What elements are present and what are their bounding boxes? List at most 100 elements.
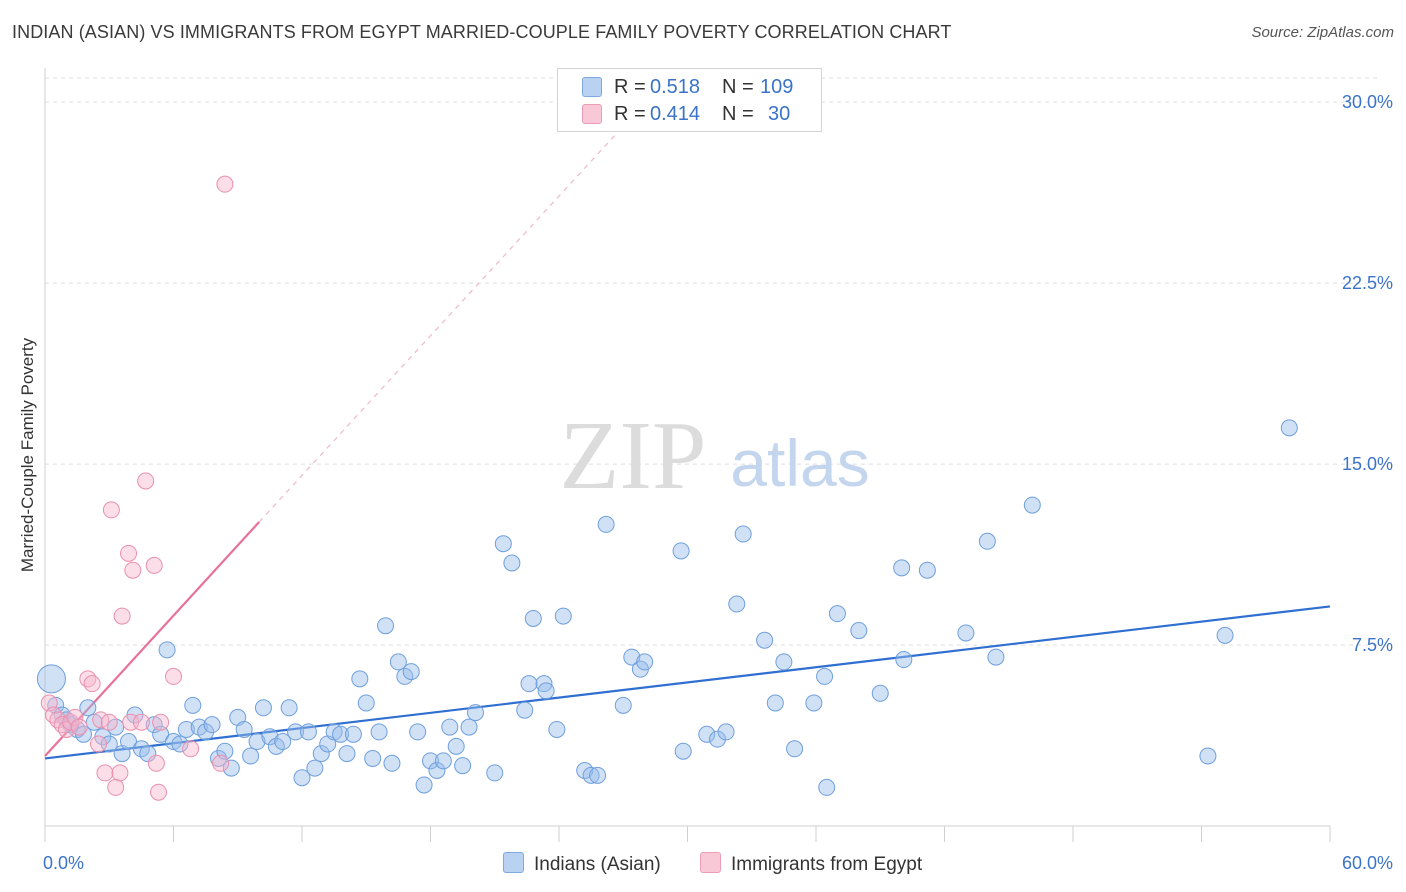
indians-point [717,723,735,741]
watermark-zip: ZIP [560,402,707,510]
indians-point [139,745,157,763]
indians-point [261,728,279,746]
indians-point [486,764,504,782]
indians-point [524,609,542,627]
indians-point [165,733,182,751]
indians-point [548,720,566,738]
tick-labels: 7.5% 15.0% 22.5% 30.0% 0.0% 60.0% [43,92,1393,873]
indians-point [987,648,1005,666]
indians-point [312,745,330,763]
indians-point [248,733,266,751]
egypt-point [107,778,125,796]
chart-title: INDIAN (ASIAN) VS IMMIGRANTS FROM EGYPT … [12,22,952,42]
egypt-point [145,556,163,574]
indians-point [332,725,350,743]
indians-point [1280,419,1298,437]
indians-point [36,664,66,694]
legend-r-label: R = [614,103,646,125]
indians-point [351,670,369,688]
indians-point [918,561,936,579]
series-label-egypt: Immigrants from Egypt [731,854,923,875]
indians-point [306,759,324,777]
egypt-point [216,175,234,193]
indians-point [766,694,784,712]
egypt-point [96,764,114,782]
indians-point [589,766,607,784]
egypt-point [150,783,168,801]
indians-point [957,624,975,642]
indians-point [636,653,654,671]
egypt-point [102,501,120,519]
indians-point [520,675,538,693]
indians-point [756,631,774,649]
egypt-point [100,713,118,731]
indians-point [79,699,97,717]
indians-point [120,733,138,751]
y-tick-label: 7.5% [1352,635,1393,655]
indians-point [816,667,834,685]
indians-point [377,617,395,635]
indians-point [503,554,521,572]
egypt-point [66,708,84,726]
indians-point [554,607,572,625]
series-swatch-indians [503,852,524,873]
series-legend-egypt: Immigrants from Egypt [700,852,922,876]
indians-point [145,716,163,734]
indians-point [786,740,804,758]
indians-point [287,723,305,741]
indians-point [708,730,726,748]
indians-point [428,762,446,780]
indians-point [466,704,484,722]
y-tick-label: 22.5% [1342,273,1393,293]
legend-n-label: N = [722,103,754,125]
egypt-point [152,713,170,731]
y-tick-label: 30.0% [1342,92,1393,112]
indians-point [447,737,465,755]
egypt-point [90,735,108,753]
indians-point [338,745,356,763]
egypt-point [70,718,88,736]
indians-point [582,766,600,784]
legend-swatch-indians [582,77,602,97]
indians-point [344,725,362,743]
indians-point [698,725,716,743]
x-tick-label: 0.0% [43,853,84,873]
egypt-point [111,764,129,782]
indians-point [364,749,382,767]
indians-point [871,684,889,702]
correlation-legend: R = 0.518 N = 109 R = 0.414 N = 30 [557,68,822,132]
indians-point [805,694,823,712]
egypt-point [212,754,230,772]
indians-point [293,769,311,787]
indians-point [383,754,401,772]
indians-point [850,622,868,640]
indians-point [1023,496,1041,514]
indians-point [672,542,690,560]
indians-point [1199,747,1217,765]
indians-point [674,742,692,760]
indians-point [454,757,472,775]
indians-point [254,699,272,717]
watermark-atlas: atlas [730,426,869,500]
indians-point [222,759,240,777]
indians-point [158,641,176,659]
indians-trend-line [44,605,1331,760]
egypt-point [113,607,131,625]
indians-point [893,559,911,577]
indians-point [402,663,420,681]
gridlines [45,77,1380,646]
indians-point [434,752,452,770]
indians-point [409,723,427,741]
indians-point [494,535,512,553]
legend-r-label: R = [614,76,646,98]
x-tick-label: 60.0% [1342,853,1393,873]
indians-point [235,720,253,738]
axes [44,68,1331,842]
indians-point [280,699,298,717]
indians-point [152,725,170,743]
legend-r-value: 0.518 [650,76,701,98]
indians-point [614,696,632,714]
legend-n-value: 30 [768,103,791,125]
indians-point [728,595,746,613]
